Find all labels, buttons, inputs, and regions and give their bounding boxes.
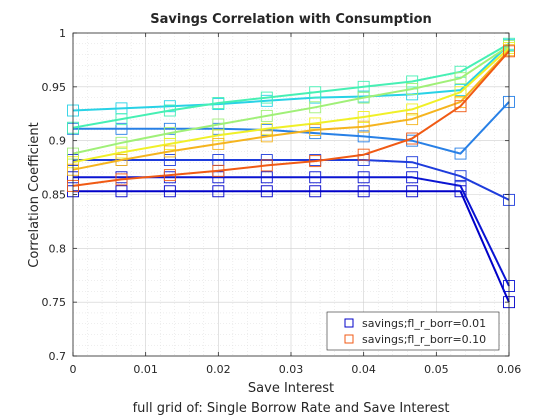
y-tick-labels: 0.7 0.75 0.8 0.85 0.9 0.95 1 [42, 27, 67, 363]
legend-marker-2 [344, 334, 354, 344]
series-line [72, 42, 510, 129]
data-point [260, 122, 273, 135]
x-axis-label: Save Interest [248, 381, 334, 396]
data-point [406, 113, 419, 126]
x-tick-label: 0.01 [133, 363, 158, 376]
data-point [406, 75, 419, 88]
data-point [357, 148, 370, 161]
x-tick-label: 0.04 [351, 363, 376, 376]
legend: savings;fl_r_borr=0.01 savings;fl_r_borr… [326, 311, 500, 351]
y-tick-label: 1 [59, 27, 66, 40]
series-line [72, 50, 510, 187]
data-point [309, 155, 322, 168]
x-tick-labels: 0 0.01 0.02 0.03 0.04 0.05 0.06 [70, 363, 522, 376]
data-point [357, 185, 370, 198]
data-point [260, 185, 273, 198]
y-tick-label: 0.95 [42, 81, 67, 94]
x-tick-label: 0.06 [497, 363, 522, 376]
x-tick-label: 0.05 [424, 363, 449, 376]
data-point [163, 145, 176, 158]
data-point [115, 185, 128, 198]
data-point [357, 171, 370, 184]
data-point [454, 170, 467, 183]
data-point [406, 156, 419, 169]
data-point [115, 173, 128, 186]
data-point [163, 169, 176, 182]
data-point [454, 72, 467, 85]
data-point [454, 147, 467, 160]
y-tick-label: 0.75 [42, 296, 67, 309]
data-point [357, 130, 370, 143]
data-point [115, 136, 128, 149]
y-tick-label: 0.7 [49, 350, 67, 363]
axis-ticks [72, 32, 510, 357]
data-point [212, 129, 225, 142]
data-point [212, 97, 225, 109]
data-point [309, 86, 322, 99]
legend-entry-1: savings;fl_r_borr=0.01 [362, 317, 486, 330]
data-point [212, 164, 225, 177]
series-line [73, 159, 510, 201]
legend-box [326, 311, 500, 351]
series-line [72, 49, 510, 171]
data-point [260, 130, 273, 143]
data-point [309, 185, 322, 198]
data-point [115, 154, 128, 166]
data-point [260, 171, 273, 184]
series-line [73, 190, 510, 303]
series-7 [67, 39, 515, 160]
data-point [406, 171, 419, 184]
data-point [163, 185, 176, 198]
series-line [72, 47, 510, 164]
data-point [357, 120, 370, 133]
data-point [406, 185, 419, 198]
chart-title: Savings Correlation with Consumption [150, 12, 432, 27]
legend-entry-2: savings;fl_r_borr=0.10 [362, 333, 486, 346]
data-point [260, 109, 273, 122]
data-point [163, 137, 176, 150]
series-line [72, 45, 510, 155]
data-point [212, 185, 225, 198]
data-point [115, 113, 128, 126]
legend-marker-1 [344, 318, 354, 328]
data-point [309, 171, 322, 184]
data-point [115, 146, 128, 159]
series-line [72, 44, 510, 112]
x-tick-label: 0 [70, 363, 77, 376]
series-line [73, 101, 510, 155]
y-tick-label: 0.9 [49, 135, 67, 148]
data-point [454, 86, 467, 99]
data-point [406, 83, 419, 95]
y-axis-label: Correlation Coefficient [27, 122, 42, 268]
data-point [309, 123, 322, 136]
data-point [212, 137, 225, 150]
data-point [406, 132, 419, 145]
data-point [115, 122, 128, 135]
chart-subtitle: full grid of: Single Borrow Rate and Sav… [133, 401, 450, 416]
data-point [163, 104, 176, 117]
data-point [260, 159, 273, 172]
x-tick-label: 0.03 [279, 363, 304, 376]
series-layer [67, 37, 515, 309]
data-point [163, 154, 176, 166]
y-tick-label: 0.85 [42, 189, 67, 202]
data-point [406, 103, 419, 116]
data-point [454, 100, 467, 113]
data-point [357, 111, 370, 123]
data-point [309, 101, 322, 114]
data-point [454, 179, 467, 192]
x-tick-label: 0.02 [206, 363, 231, 376]
y-tick-label: 0.8 [49, 242, 67, 255]
data-point [260, 91, 273, 104]
data-point [357, 91, 370, 104]
series-10 [67, 45, 515, 192]
